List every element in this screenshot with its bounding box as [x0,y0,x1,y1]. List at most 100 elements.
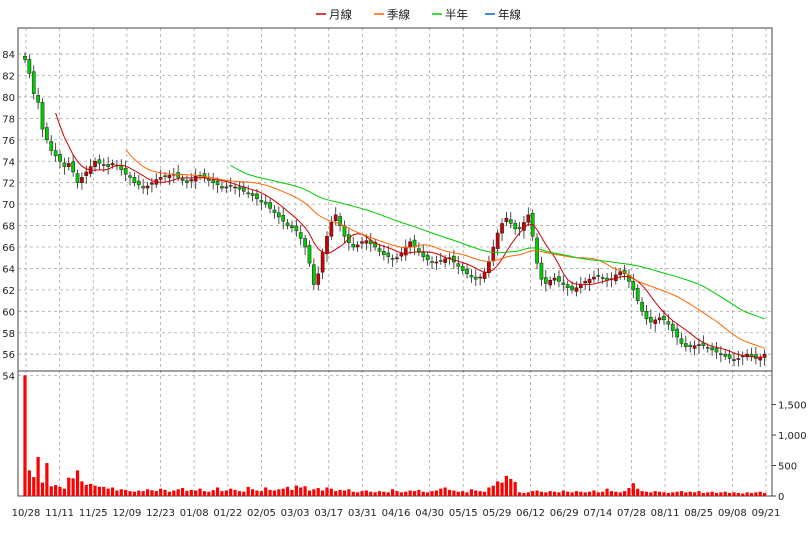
volume-bar [601,491,605,496]
volume-bar [461,491,465,496]
candle-body [443,258,447,263]
volume-bar [106,488,110,496]
candle-body [31,71,36,94]
volume-tick-label: 0 [778,492,784,503]
volume-bar [128,491,132,496]
candle-body [281,215,286,222]
candle-body [482,272,487,279]
volume-bar [373,492,377,496]
volume-bar [452,490,456,496]
volume-bar [496,481,500,496]
candle-body [513,223,518,230]
date-tick-label: 12/23 [146,508,175,519]
candle-body [145,185,150,189]
candle-body [548,279,553,286]
candle-body [311,264,316,285]
volume-bar [741,493,745,496]
volume-bar [749,492,754,496]
candle-body [185,180,189,183]
date-tick-label: 09/08 [718,508,747,519]
volume-bar [544,492,548,496]
volume-bar [592,490,596,496]
candle-body [539,262,544,280]
volume-bar [369,491,373,496]
volume-bar [264,487,268,496]
candle-body [193,176,198,182]
candle-body [386,252,391,257]
candle-body [75,173,80,183]
volume-bars [23,375,767,496]
volume-bar [714,492,719,496]
ma-quarter-line [125,149,765,349]
volume-bar [150,490,154,496]
volume-bar [649,492,653,496]
candle-body [233,186,237,189]
date-axis: 10/28 11/11 11/25 12/09 12/23 01/08 01/22 02/05… [12,508,781,519]
volume-bar [259,491,263,496]
volume-bar [329,488,333,496]
volume-bar [583,492,587,496]
candle-body [382,251,386,255]
candle-body [543,277,548,284]
legend-label: 月線 [329,8,352,22]
candle-body [338,216,342,226]
date-tick-label: 05/29 [482,508,511,519]
candle-body [215,180,220,186]
candle-body [128,175,132,178]
volume-bar [482,491,487,496]
price-tick-label: 68 [2,222,15,233]
date-tick-label: 11/25 [79,508,108,519]
candle-body [80,177,84,183]
candle-body [495,232,500,249]
candle-body [710,347,714,351]
candle-body [438,260,443,262]
date-tick-label: 07/14 [583,508,612,519]
candle-body [40,102,45,130]
candle-body [395,257,399,260]
candlesticks [23,52,767,368]
volume-bar [574,491,579,496]
volume-bar [102,486,106,496]
volume-bar [666,492,670,496]
volume-bar [299,487,303,496]
moving-average-lines [55,112,765,358]
legend-label: 季線 [387,8,410,22]
candle-body [202,173,207,178]
volume-bar [517,492,522,496]
volume-bar [657,491,662,496]
volume-bar [382,491,386,496]
volume-bar [509,478,513,496]
volume-bar [421,491,425,496]
candle-body [452,255,456,263]
volume-bar [115,490,119,496]
volume-bar [207,491,211,496]
candle-body [316,273,321,285]
volume-bar [124,489,128,496]
volume-bar [67,477,71,496]
volume-bar [736,492,740,496]
candle-body [635,288,640,301]
date-tick-label: 04/30 [415,508,444,519]
volume-bar [426,492,430,496]
volume-bar [728,492,732,496]
date-tick-label: 10/28 [12,508,41,519]
candle-body [592,276,596,280]
price-tick-label: 76 [2,136,15,147]
candle-body [723,353,728,357]
candle-body [460,266,465,271]
volume-bar [693,492,697,496]
volume-tick-label: 500 [778,462,797,473]
candle-body [355,244,360,248]
volume-bar [71,478,75,496]
volume-bar [281,488,285,496]
price-tick-label: 64 [2,264,15,275]
volume-bar [54,485,58,496]
chart-legend: 月線 季線 半年 年線 [316,8,521,22]
candle-body [670,323,675,331]
candle-body [417,248,421,253]
candle-body [377,248,382,252]
volume-bar [640,491,644,496]
volume-bar [688,491,692,496]
candle-body [303,238,307,248]
